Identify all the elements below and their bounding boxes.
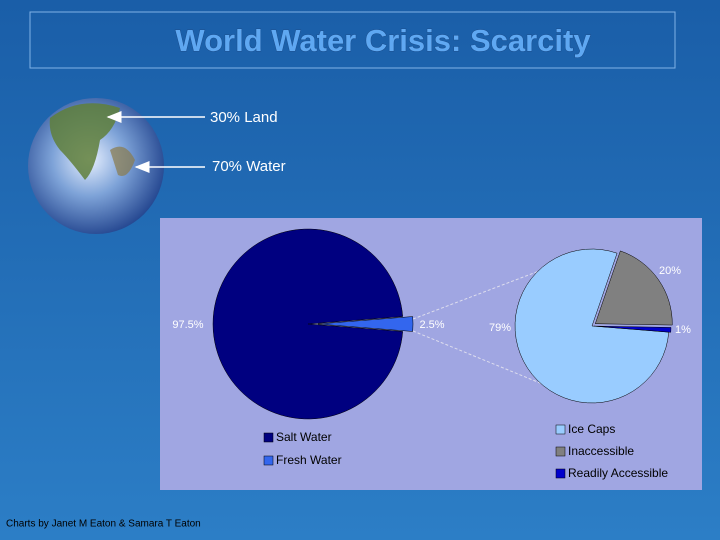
value-label: 1% — [675, 324, 691, 336]
legend-swatch — [263, 455, 274, 466]
legend-swatch — [555, 424, 566, 435]
credit: Charts by Janet M Eaton & Samara T Eaton — [6, 519, 201, 530]
connector — [412, 259, 569, 320]
pie-slice — [514, 248, 670, 404]
value-label: 20% — [659, 265, 681, 277]
connector — [412, 330, 563, 393]
legend-label: Ice Caps — [568, 422, 615, 436]
legend-swatch — [555, 468, 566, 479]
pie-slice — [317, 316, 414, 332]
globe-label: 30% Land — [210, 109, 278, 126]
value-label: 2.5% — [419, 319, 444, 331]
pie-slice — [212, 228, 403, 420]
pie-slice — [593, 325, 672, 333]
value-label: 97.5% — [172, 319, 203, 331]
legend-swatch — [263, 432, 274, 443]
globe — [28, 98, 164, 234]
legend-swatch — [555, 446, 566, 457]
title-box — [29, 11, 676, 69]
legend-label: Fresh Water — [276, 453, 342, 467]
pie-slice — [594, 250, 673, 326]
legend-label: Readily Accessible — [568, 466, 668, 480]
value-label: 79% — [489, 322, 511, 334]
globe-label: 70% Water — [212, 158, 286, 175]
legend-label: Inaccessible — [568, 444, 634, 458]
title: World Water Crisis: Scarcity — [175, 23, 591, 58]
legend-label: Salt Water — [276, 430, 332, 444]
